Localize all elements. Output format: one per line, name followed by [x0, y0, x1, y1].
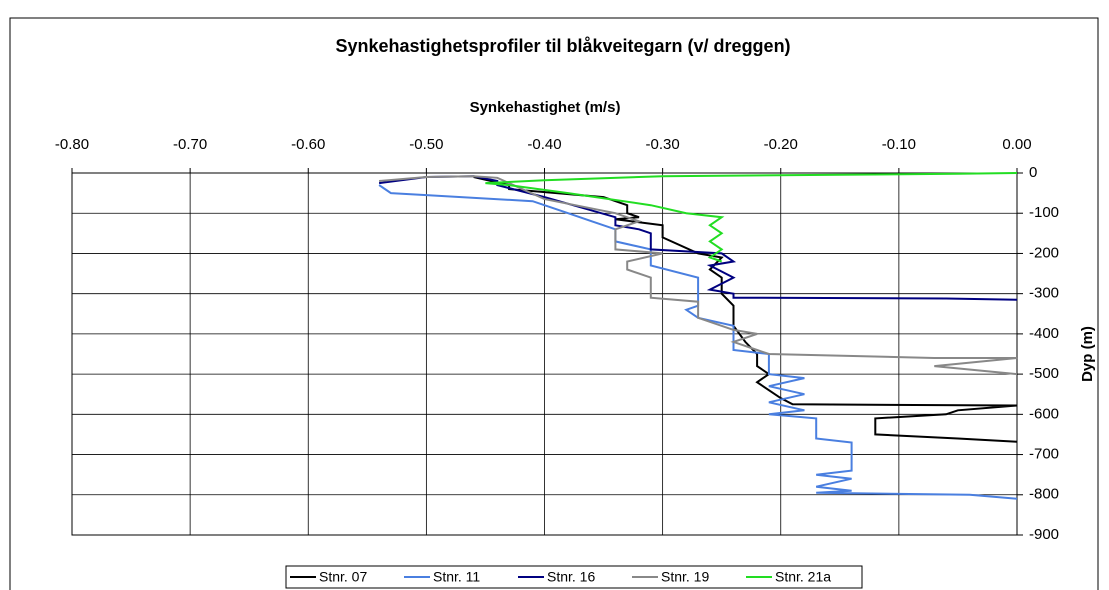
x-tick-label: -0.70: [173, 136, 207, 153]
x-tick-label: -0.60: [291, 136, 325, 153]
y-tick-label: 0: [1029, 164, 1037, 181]
y-tick-label: -500: [1029, 365, 1059, 382]
x-tick-label: -0.40: [527, 136, 561, 153]
chart-title: Synkehastighetsprofiler til blåkveitegar…: [335, 36, 790, 56]
legend-box: [285, 565, 863, 589]
y-tick-label: -600: [1029, 405, 1059, 422]
x-tick-label: -0.80: [55, 136, 89, 153]
x-axis-label: Synkehastighet (m/s): [470, 99, 621, 116]
x-tick-label: -0.10: [882, 136, 916, 153]
y-tick-label: -800: [1029, 486, 1059, 503]
legend-label: Stnr. 11: [433, 569, 480, 585]
series-line: [473, 176, 1018, 443]
x-tick-label: -0.50: [409, 136, 443, 153]
y-tick-label: -400: [1029, 325, 1059, 342]
series-line: [379, 175, 1018, 376]
legend-label: Stnr. 07: [319, 569, 367, 585]
x-tick-label: 0.00: [1002, 136, 1031, 153]
series-line: [485, 172, 1018, 263]
y-tick-label: -700: [1029, 446, 1059, 463]
series-line: [378, 184, 1018, 500]
y-axis-label: Dyp (m): [1079, 326, 1096, 382]
legend-label: Stnr. 16: [547, 569, 595, 585]
x-tick-label: -0.20: [764, 136, 798, 153]
y-tick-label: -300: [1029, 285, 1059, 302]
y-tick-label: -200: [1029, 244, 1059, 261]
y-tick-label: -900: [1029, 526, 1059, 543]
x-tick-label: -0.30: [646, 136, 680, 153]
legend-label: Stnr. 19: [661, 569, 709, 585]
y-tick-label: -100: [1029, 204, 1059, 221]
legend-label: Stnr. 21a: [775, 569, 831, 585]
chart-border: [9, 17, 1099, 590]
